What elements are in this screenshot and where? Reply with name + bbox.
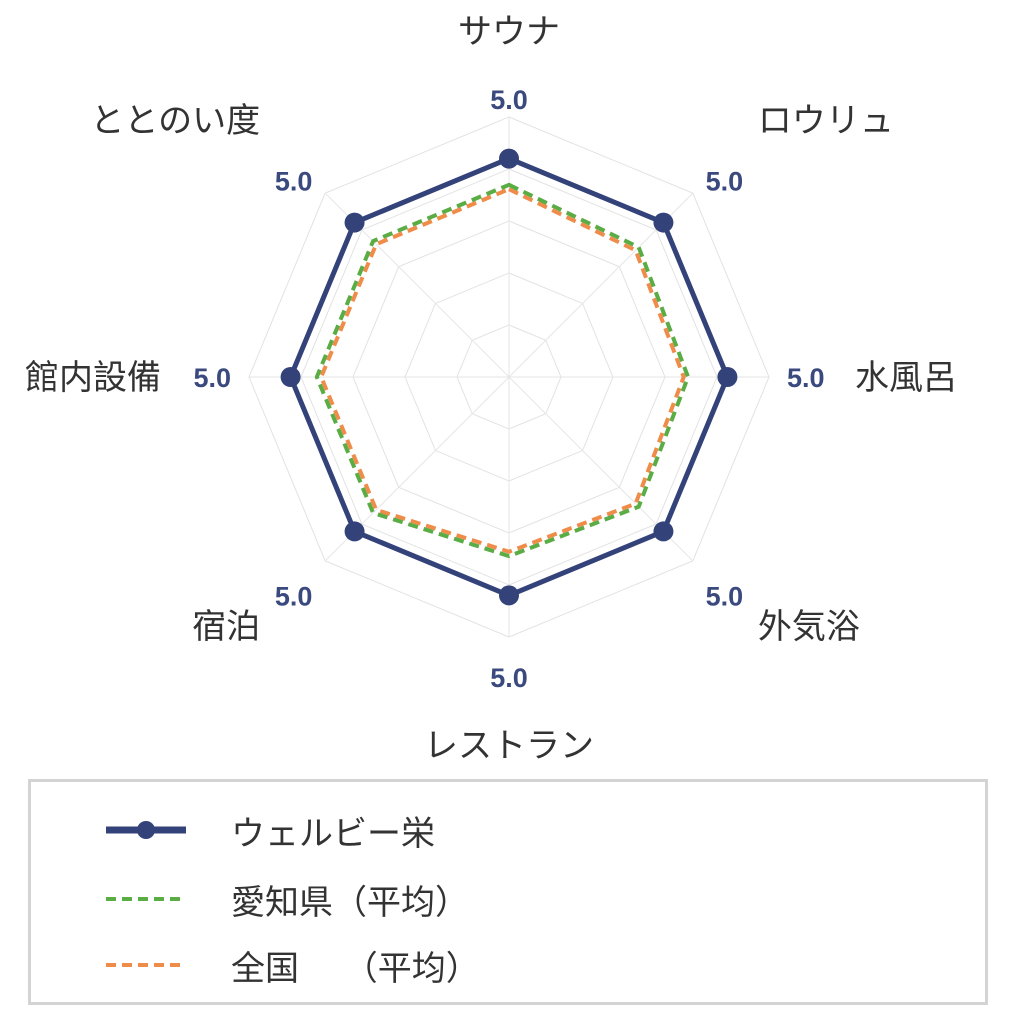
data-point-1-3 xyxy=(717,367,738,387)
legend-label-series-1: ウェルビー栄 xyxy=(231,814,435,854)
series-layer xyxy=(280,148,738,606)
value-label: 5.0 xyxy=(490,85,528,115)
legend-label-series-3: 全国 （平均） xyxy=(231,949,480,989)
data-point-1-4 xyxy=(653,521,674,542)
data-point-1-1 xyxy=(499,148,519,169)
axis-label: サウナ xyxy=(458,12,560,52)
axis-label: 館内設備 xyxy=(25,358,161,398)
legend-label-series-2: 愛知県（平均） xyxy=(231,883,469,923)
value-label: 5.0 xyxy=(490,663,528,693)
legend-item-series-1: ウェルビー栄 xyxy=(31,800,985,860)
legend: ウェルビー栄 愛知県（平均） 全国 （平均） xyxy=(28,779,988,1005)
data-point-1-8 xyxy=(344,212,365,233)
data-point-1-6 xyxy=(344,521,365,542)
labels-layer: 5.0 サウナ 5.0 ロウリュ 5.0 水風呂 5.0 外気浴 5.0 レストラン 5.0 宿泊 5.… xyxy=(25,12,957,766)
data-point-1-2 xyxy=(653,212,674,233)
axis-label: 外気浴 xyxy=(758,607,860,647)
axis-label: ロウリュ xyxy=(758,101,894,141)
legend-marker-series-3 xyxy=(106,963,186,967)
axis-label: 水風呂 xyxy=(855,358,957,398)
value-label: 5.0 xyxy=(193,363,231,393)
value-label: 5.0 xyxy=(787,363,825,393)
value-label: 5.0 xyxy=(706,166,744,196)
legend-marker-series-2 xyxy=(106,897,186,901)
value-label: 5.0 xyxy=(706,582,744,612)
series-line-2 xyxy=(314,182,691,559)
value-label: 5.0 xyxy=(275,166,313,196)
radar-chart: 5.0 サウナ 5.0 ロウリュ 5.0 水風呂 5.0 外気浴 5.0 レストラン 5.0 宿泊 5.… xyxy=(25,12,957,766)
legend-marker-series-1 xyxy=(106,821,186,839)
radar-grid xyxy=(248,116,770,638)
series-line-3 xyxy=(319,187,686,554)
axis-label: レストラン xyxy=(424,726,594,766)
value-label: 5.0 xyxy=(275,582,313,612)
axis-label: ととのい度 xyxy=(90,101,260,141)
legend-item-series-3: 全国 （平均） xyxy=(31,935,985,995)
data-point-1-5 xyxy=(499,585,519,606)
axis-label: 宿泊 xyxy=(192,607,260,647)
legend-item-series-2: 愛知県（平均） xyxy=(31,869,985,929)
data-point-1-7 xyxy=(280,367,301,387)
